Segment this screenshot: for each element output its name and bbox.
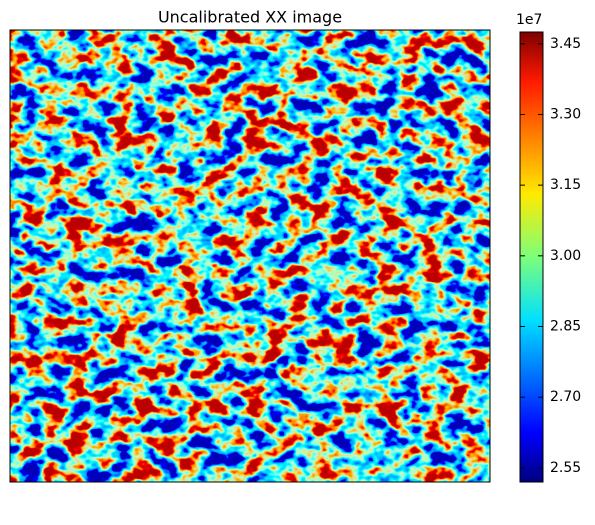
colorbar-tick-label: 3.00: [550, 248, 581, 264]
plot-frame: [9, 29, 491, 483]
colorbar-tick-label: 2.70: [550, 389, 581, 405]
colorbar: [519, 31, 544, 483]
colorbar-offset: 1e7: [516, 12, 542, 28]
colorbar-tick-label: 2.85: [550, 319, 581, 335]
colorbar-tick-label: 3.45: [550, 36, 581, 52]
colorbar-tick-label: 3.30: [550, 106, 581, 122]
chart-title: Uncalibrated XX image: [158, 8, 342, 27]
colorbar-tick-label: 3.15: [550, 177, 581, 193]
colorbar-tick-label: 2.55: [550, 460, 581, 476]
heatmap-image: [10, 30, 490, 482]
